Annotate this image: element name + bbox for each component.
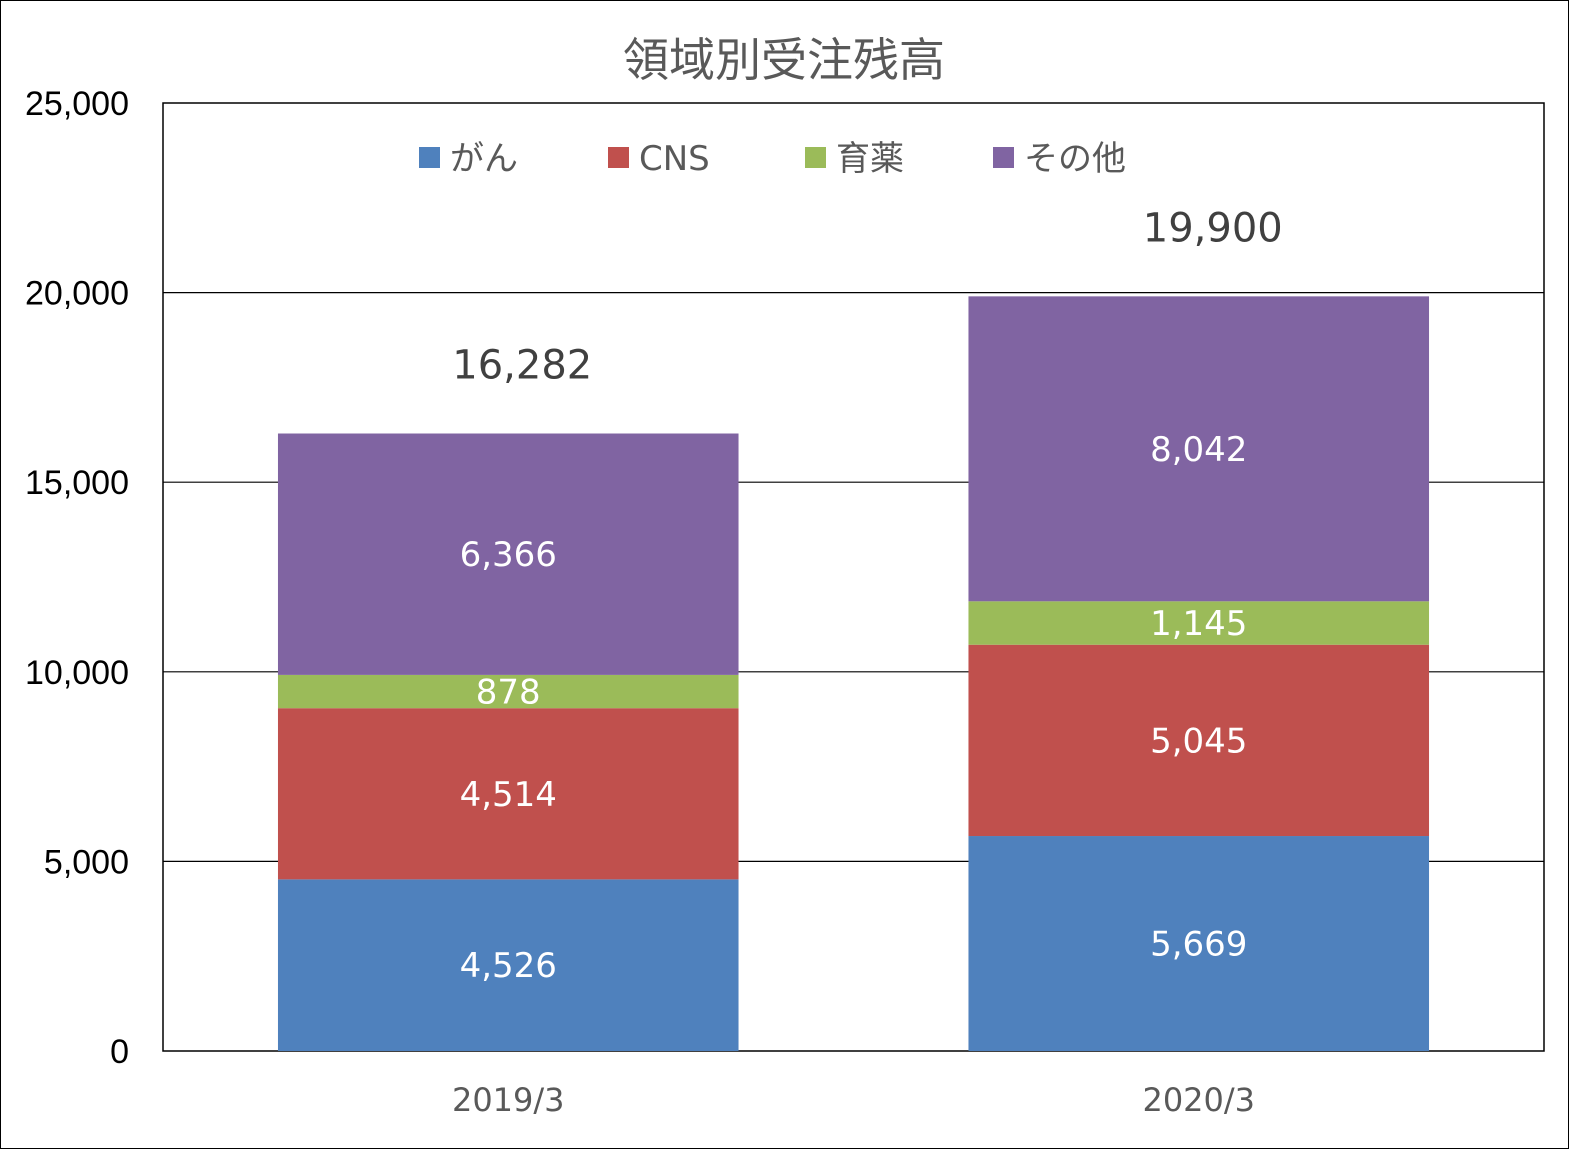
legend-swatch — [993, 147, 1014, 168]
segment-data-label: 878 — [476, 673, 541, 713]
segment-data-label: 5,669 — [1150, 925, 1247, 965]
bar-layer — [277, 296, 1430, 1051]
x-tick-label: 2020/3 — [1142, 1081, 1255, 1119]
legend-swatch — [805, 147, 826, 168]
legend-label: CNS — [639, 139, 710, 179]
segment-data-label: 4,526 — [460, 946, 557, 986]
segment-data-label: 5,045 — [1150, 721, 1247, 761]
y-tick-label: 10,000 — [25, 654, 129, 692]
y-tick-label: 25,000 — [25, 85, 129, 123]
y-tick-label: 5,000 — [44, 843, 129, 881]
legend-label: その他 — [1024, 139, 1126, 179]
x-axis-ticks: 2019/3 2020/3 — [452, 1081, 1255, 1119]
bar-segment — [968, 296, 1430, 602]
bar-segment — [277, 708, 739, 880]
y-tick-label: 20,000 — [25, 275, 129, 313]
y-tick-label: 0 — [110, 1033, 129, 1071]
legend: がん CNS 育薬 その他 — [419, 139, 1126, 179]
segment-data-label: 6,366 — [460, 535, 557, 575]
bar-segment — [277, 674, 739, 709]
legend-label: 育薬 — [836, 139, 904, 179]
y-axis-ticks: 0 5,000 10,000 15,000 20,000 25,000 — [25, 85, 129, 1071]
y-tick-label: 15,000 — [25, 464, 129, 502]
x-tick-label: 2019/3 — [452, 1081, 565, 1119]
bar-segment — [277, 433, 739, 675]
bar-segment — [968, 601, 1430, 645]
bar-segment — [968, 836, 1430, 1051]
chart-title: 領域別受注残高 — [623, 33, 945, 87]
segment-data-label: 4,514 — [460, 775, 557, 815]
bar-segment — [277, 879, 739, 1051]
legend-label: がん — [450, 139, 518, 179]
total-data-label: 19,900 — [1143, 205, 1283, 251]
legend-swatch — [608, 147, 629, 168]
data-label-layer: 4,526 4,514 878 6,366 16,282 5,669 5,045 1,145 8… — [452, 205, 1282, 986]
segment-data-label: 8,042 — [1150, 430, 1247, 470]
total-data-label: 16,282 — [452, 343, 592, 389]
bar-segment — [968, 644, 1430, 837]
legend-swatch — [419, 147, 440, 168]
segment-data-label: 1,145 — [1150, 604, 1247, 644]
